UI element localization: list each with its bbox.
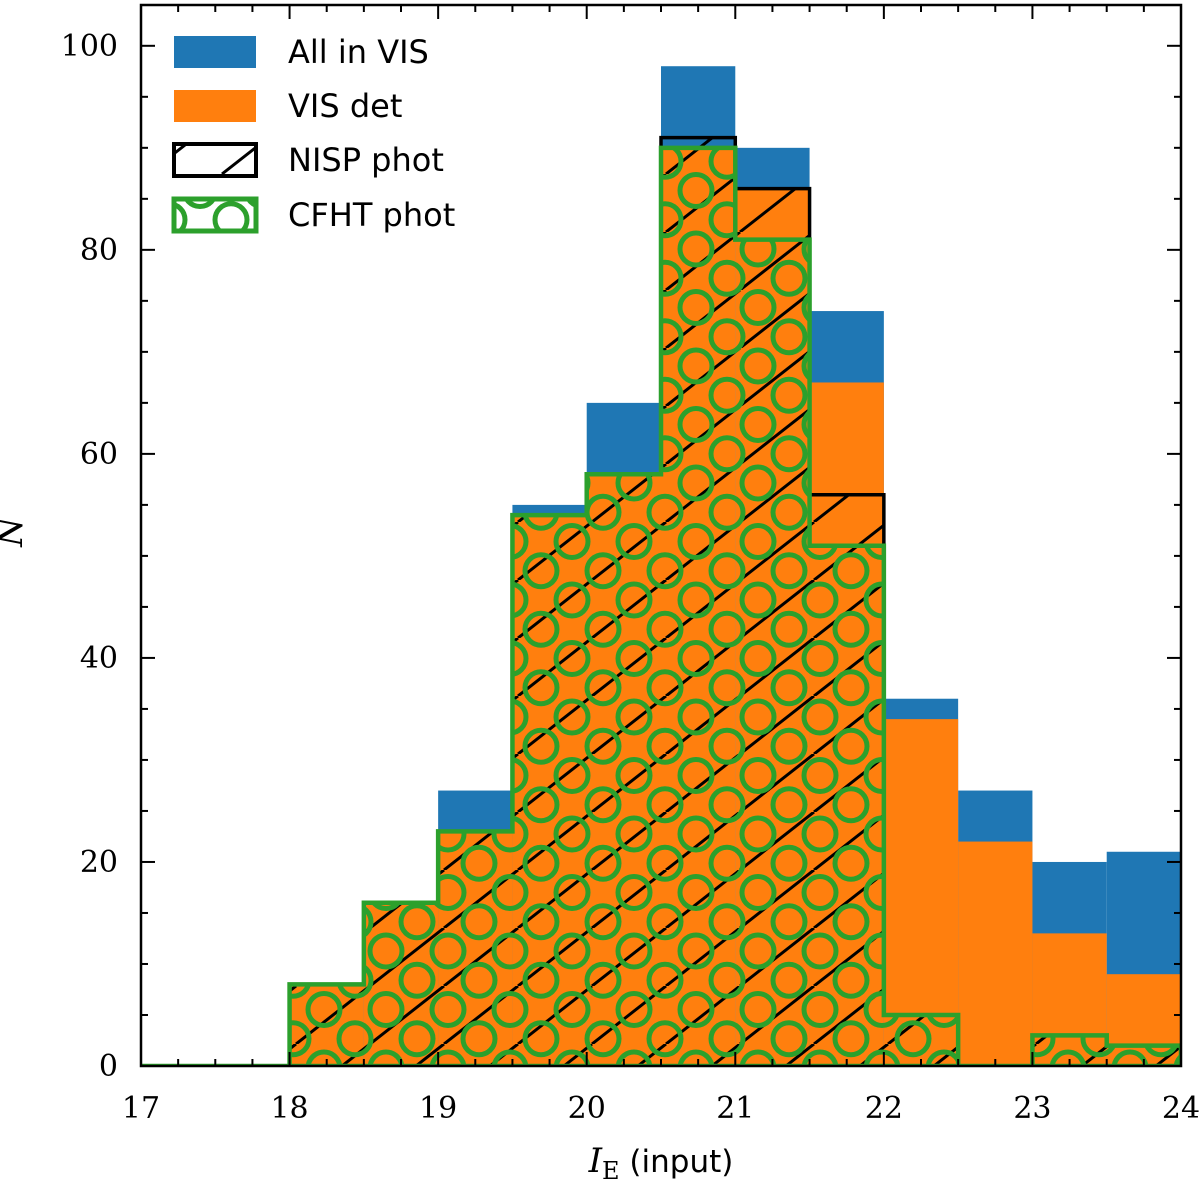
cfht-phot-hatch [141,147,1181,1066]
legend-label-vis-det: VIS det [288,87,402,125]
x-axis-suffix: (input) [620,1144,734,1180]
vis-det-bar [883,719,959,1066]
axis-tick-labels: 17 18 19 20 21 22 23 24 0 20 40 60 80 100 [61,29,1200,1126]
x-tick-label: 22 [865,1091,903,1126]
series-cfht-phot [141,145,1181,1066]
axis-ticks [140,5,1182,1067]
legend-label-nisp-phot: NISP phot [288,141,444,179]
x-tick-label: 20 [568,1091,606,1126]
x-axis-label: IE (input) [588,1141,734,1184]
x-tick-label: 21 [716,1091,754,1126]
legend-label-all-in-vis: All in VIS [288,33,429,71]
x-tick-label: 23 [1013,1091,1051,1126]
x-tick-label: 24 [1162,1091,1200,1126]
x-axis-subscript: E [602,1157,620,1184]
legend-swatch-vis-det [174,90,256,122]
legend-label-cfht-phot: CFHT phot [288,196,455,234]
y-tick-label: 60 [80,437,118,472]
legend-swatch-cfht-phot [171,196,259,234]
y-tick-label: 80 [80,233,118,268]
legend-swatch-all-in-vis [174,36,256,68]
cfht-phot-outline [141,145,1181,1066]
legend: All in VIS VIS det NISP phot CFHT phot [171,33,455,234]
y-tick-label: 0 [99,1049,118,1084]
y-tick-label: 20 [80,845,118,880]
x-tick-label: 18 [270,1091,308,1126]
x-tick-label: 19 [419,1091,457,1126]
y-tick-label: 40 [80,641,118,676]
y-axis-label: N [0,516,31,548]
y-tick-label: 100 [61,29,118,64]
legend-swatch-nisp-phot [172,142,258,178]
x-axis-symbol: I [588,1141,603,1181]
x-tick-label: 17 [122,1091,160,1126]
vis-det-bar [958,841,1033,1066]
